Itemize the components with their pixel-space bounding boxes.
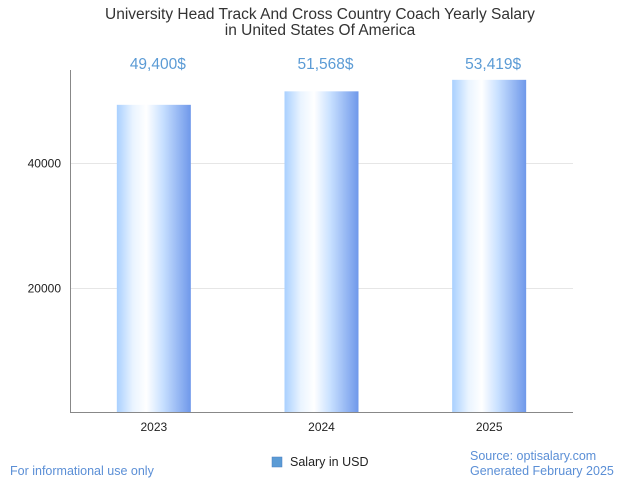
bar-2025[interactable] [452, 79, 527, 413]
informational-note: For informational use only [10, 464, 155, 478]
y-tick-labels: 20000 40000 [28, 157, 62, 296]
source-note: Source: optisalary.com [470, 449, 596, 463]
x-tick-label-2023: 2023 [140, 420, 167, 434]
x-tick-label-2024: 2024 [308, 420, 335, 434]
bar-2023[interactable] [116, 104, 191, 413]
chart-title-line-2: in United States Of America [225, 22, 416, 39]
data-labels: 49,400$ 51,568$ 53,419$ [130, 56, 522, 73]
legend-swatch [271, 456, 283, 468]
legend-label: Salary in USD [290, 455, 369, 469]
bar-2024[interactable] [284, 91, 359, 413]
x-tick-label-2025: 2025 [476, 420, 503, 434]
data-label-2025: 53,419$ [465, 56, 521, 73]
y-tick-label: 40000 [28, 157, 62, 171]
x-tick-labels: 2023 2024 2025 [140, 420, 502, 434]
legend[interactable]: Salary in USD [271, 455, 369, 469]
generated-note: Generated February 2025 [470, 464, 614, 478]
data-label-2024: 51,568$ [297, 56, 353, 73]
data-label-2023: 49,400$ [130, 56, 186, 73]
chart-title-line-1: University Head Track And Cross Country … [105, 6, 535, 23]
bars [116, 79, 527, 413]
y-tick-label: 20000 [28, 282, 62, 296]
